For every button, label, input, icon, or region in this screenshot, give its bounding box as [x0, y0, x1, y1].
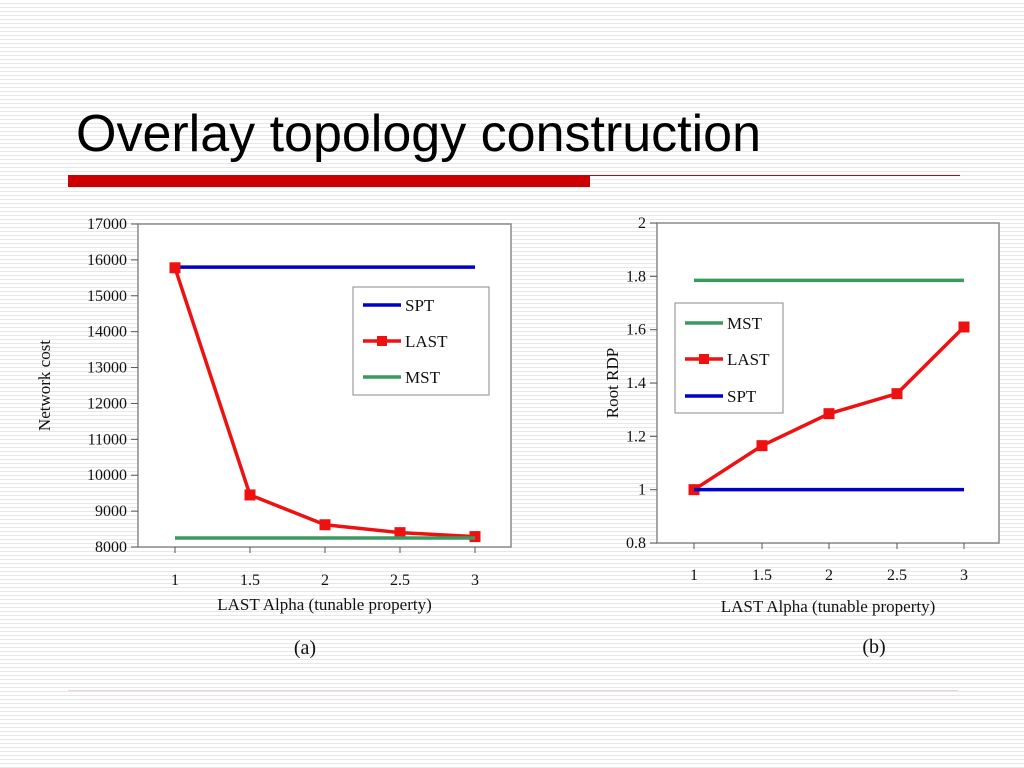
x-tick-label: 2.5 — [887, 567, 907, 584]
x-tick-label: 2.5 — [390, 572, 410, 589]
data-point-last — [319, 519, 331, 531]
y-tick-label: 14000 — [87, 324, 127, 341]
y-tick-label: 1.8 — [626, 268, 646, 285]
x-tick-label: 3 — [960, 567, 968, 584]
x-tick-label: 3 — [471, 572, 479, 589]
data-point-last — [169, 262, 181, 274]
legend-label-mst: MST — [405, 368, 441, 387]
x-tick-label: 2 — [321, 572, 329, 589]
y-tick-label: 10000 — [87, 467, 127, 484]
x-tick-label: 1.5 — [752, 567, 772, 584]
x-axis-title: LAST Alpha (tunable property) — [217, 595, 432, 614]
legend-marker-last — [377, 336, 387, 346]
legend-label-spt: SPT — [727, 387, 757, 406]
y-axis-title: Root RDP — [603, 348, 622, 418]
chart-caption: (b) — [862, 636, 885, 658]
data-point-last — [244, 489, 256, 501]
y-tick-label: 2 — [638, 215, 646, 232]
y-tick-label: 16000 — [87, 252, 127, 269]
y-axis-title: Network cost — [35, 340, 54, 431]
title-underline-thick — [68, 175, 590, 187]
data-point-last — [823, 408, 835, 420]
y-tick-label: 13000 — [87, 360, 127, 377]
legend-marker-last — [699, 354, 709, 364]
data-point-last — [394, 527, 406, 539]
x-axis-title: LAST Alpha (tunable property) — [721, 597, 936, 616]
y-tick-label: 12000 — [87, 395, 127, 412]
x-tick-label: 1 — [690, 567, 698, 584]
x-tick-label: 2 — [825, 567, 833, 584]
slide-title: Overlay topology construction — [76, 105, 762, 163]
legend: MST LAST SPT — [674, 302, 784, 414]
legend-label-spt: SPT — [405, 296, 435, 315]
data-point-last — [756, 440, 768, 452]
legend-label-mst: MST — [727, 314, 763, 333]
legend-label-last: LAST — [727, 350, 770, 369]
x-tick-label: 1 — [171, 572, 179, 589]
x-tick-label: 1.5 — [240, 572, 260, 589]
legend: SPT LAST MST — [352, 286, 490, 396]
y-tick-label: 8000 — [95, 539, 127, 556]
legend-label-last: LAST — [405, 332, 448, 351]
y-tick-label: 15000 — [87, 288, 127, 305]
bottom-rule — [68, 690, 958, 691]
y-tick-label: 1.2 — [626, 428, 646, 445]
y-tick-label: 1 — [638, 482, 646, 499]
data-point-last — [891, 388, 903, 400]
y-tick-label: 0.8 — [626, 535, 646, 552]
chart-b: 0.8 1 1.2 1.4 1.6 1.8 2 1 1.5 2 2.5 3 LAST Alpha (tu… — [603, 215, 1000, 658]
y-tick-label: 1.4 — [626, 375, 646, 392]
chart-a: 8000 9000 10000 11000 12000 13000 14000 15000 16… — [35, 216, 512, 659]
y-tick-label: 17000 — [87, 216, 127, 233]
title-underline-thin — [590, 175, 960, 176]
y-tick-label: 11000 — [88, 431, 127, 448]
y-tick-label: 9000 — [95, 503, 127, 520]
y-tick-label: 1.6 — [626, 322, 646, 339]
data-point-last — [958, 321, 970, 333]
chart-caption: (a) — [294, 637, 316, 659]
